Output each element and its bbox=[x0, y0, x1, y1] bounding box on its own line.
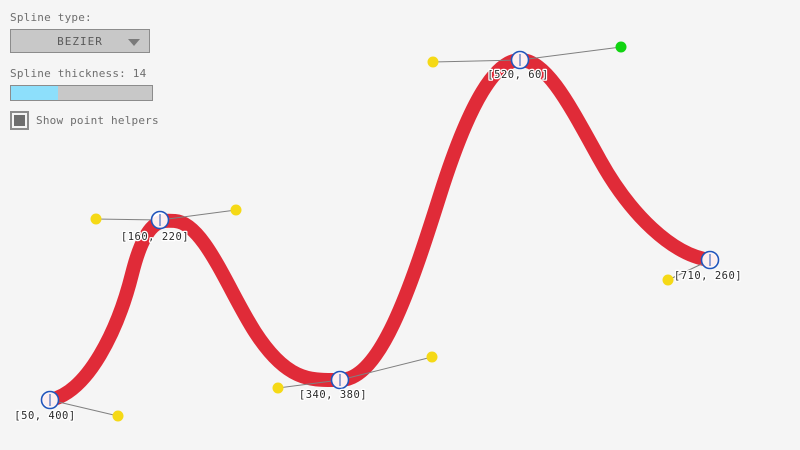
control-handle[interactable] bbox=[90, 213, 102, 225]
handle-line bbox=[519, 46, 622, 61]
spline-type-value: BEZIER bbox=[57, 34, 103, 48]
handle-line bbox=[49, 399, 119, 417]
control-handle[interactable] bbox=[230, 204, 242, 216]
handle-line bbox=[159, 209, 237, 221]
spline-point-label: [710, 260] bbox=[674, 270, 742, 282]
panel-spacer bbox=[10, 101, 175, 111]
control-panel: Spline type: BEZIER Spline thickness: 14… bbox=[0, 0, 175, 130]
chevron-down-icon bbox=[128, 39, 140, 46]
control-handle[interactable] bbox=[112, 410, 124, 422]
control-handle[interactable] bbox=[662, 274, 674, 286]
show-point-helpers-row[interactable]: Show point helpers bbox=[10, 111, 175, 130]
handle-line bbox=[339, 356, 433, 381]
handle-line bbox=[432, 59, 521, 63]
point-helpers-layer: [50, 400] [160, 220] [340, 380] [520, 60] [7… bbox=[13, 41, 743, 423]
spline-point-label: [50, 400] bbox=[14, 410, 75, 422]
spline-point-label: [160, 220] bbox=[121, 231, 189, 243]
control-handle-active[interactable] bbox=[615, 41, 627, 53]
slider-fill bbox=[11, 86, 58, 100]
control-handle[interactable] bbox=[427, 56, 439, 68]
control-handle[interactable] bbox=[426, 351, 438, 363]
spline-curve bbox=[43, 53, 717, 407]
spline-thickness-slider[interactable] bbox=[10, 85, 153, 101]
spline-type-dropdown[interactable]: BEZIER bbox=[10, 29, 150, 53]
panel-spacer bbox=[10, 53, 175, 67]
spline-type-label: Spline type: bbox=[10, 11, 92, 24]
spline-point-label: [520, 60] bbox=[487, 69, 548, 81]
spline-point-label: [340, 380] bbox=[299, 389, 367, 401]
show-point-helpers-checkbox[interactable] bbox=[10, 111, 29, 130]
handle-line bbox=[277, 379, 341, 389]
control-handle[interactable] bbox=[272, 382, 284, 394]
spline-thickness-label: Spline thickness: 14 bbox=[10, 67, 147, 80]
checkbox-fill-icon bbox=[14, 115, 25, 126]
handle-line bbox=[95, 218, 161, 221]
show-point-helpers-label: Show point helpers bbox=[36, 114, 159, 127]
